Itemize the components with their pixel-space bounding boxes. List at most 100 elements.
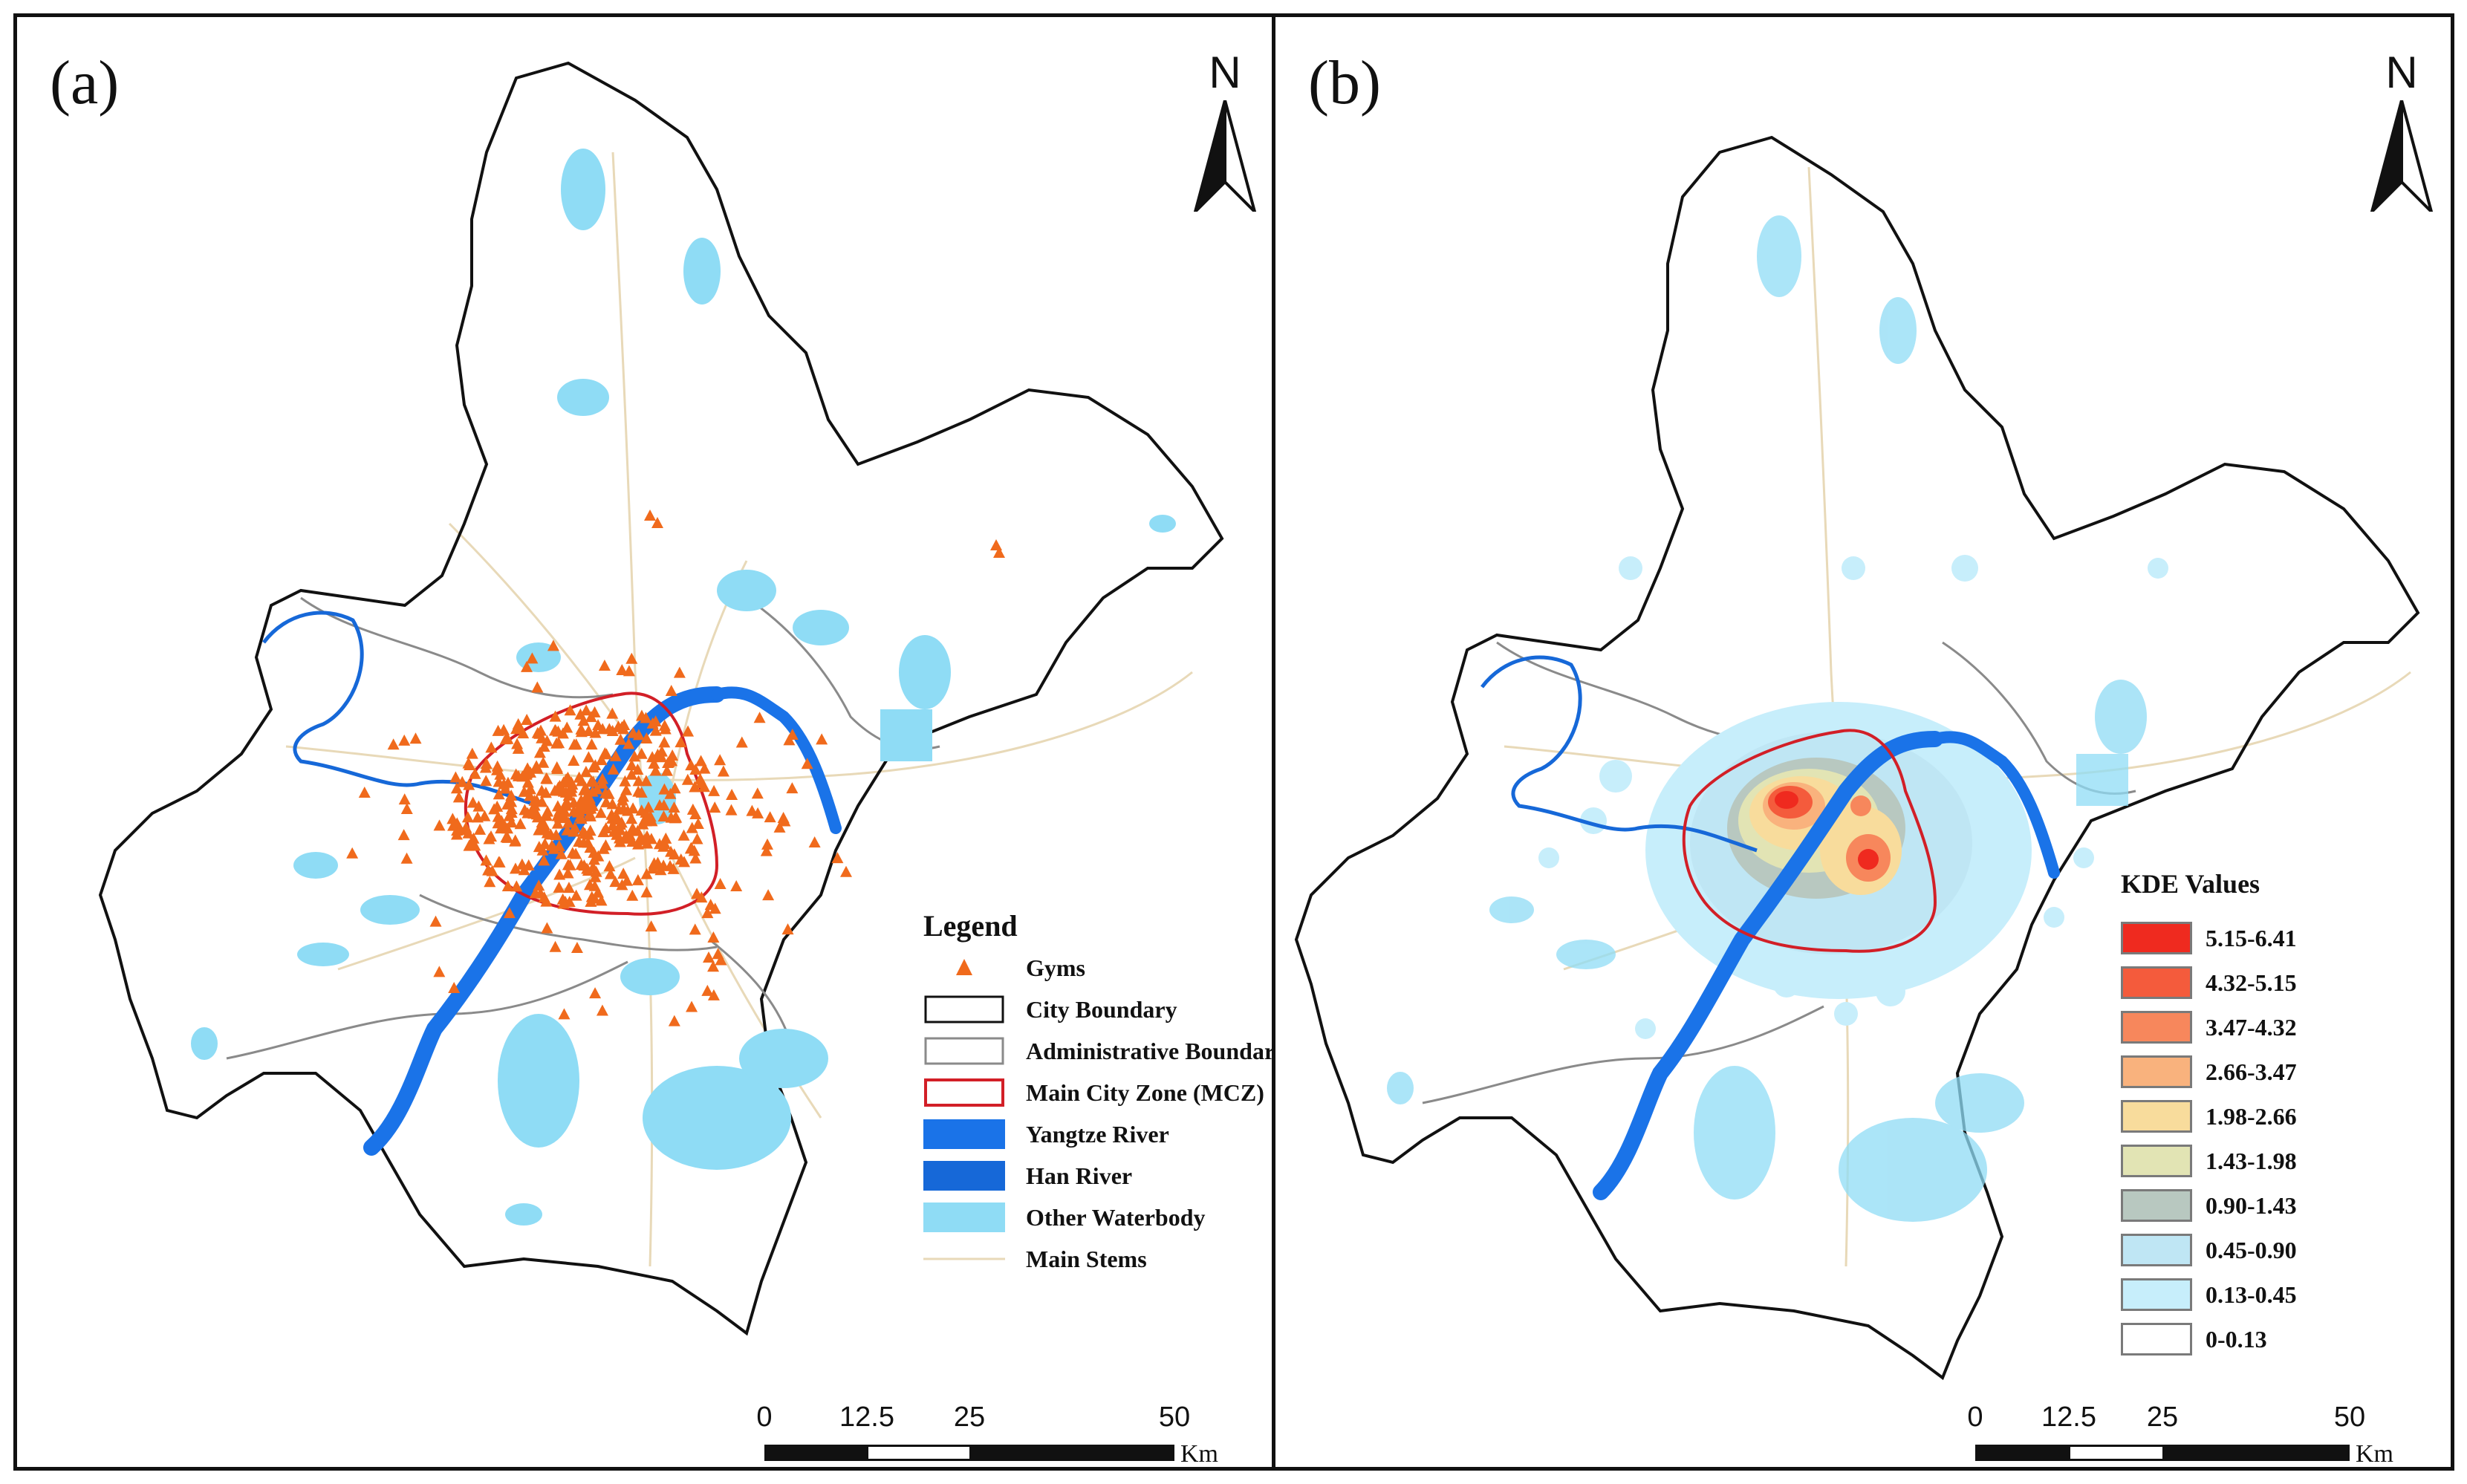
gym-marker — [588, 853, 600, 865]
gym-marker — [358, 787, 371, 798]
legend-item-mcz: Main City Zone (MCZ) — [923, 1076, 1264, 1109]
box-icon — [923, 1078, 1005, 1107]
line-icon — [923, 1244, 1005, 1274]
gym-marker — [686, 821, 698, 833]
gym-marker — [648, 757, 660, 769]
gym-marker — [600, 795, 613, 807]
gym-marker — [536, 795, 548, 807]
gym-marker — [631, 764, 644, 775]
gym-marker — [649, 724, 662, 736]
legend-label: Administrative Boundary — [1026, 1037, 1278, 1064]
kde-legend-item: 0.90-1.43 — [2121, 1185, 2297, 1226]
gym-marker — [635, 709, 648, 721]
gym-marker — [625, 652, 638, 664]
gym-marker — [714, 878, 727, 890]
gym-marker — [583, 879, 596, 891]
gym-marker — [518, 864, 530, 876]
scalebar-unit: Km — [1180, 1440, 1218, 1468]
gym-marker — [589, 759, 602, 771]
gym-marker — [675, 736, 687, 748]
gym-marker — [801, 758, 813, 769]
gym-marker — [503, 907, 516, 919]
gym-marker — [469, 839, 481, 851]
kde-legend-item: 1.43-1.98 — [2121, 1140, 2297, 1182]
gym-marker — [658, 719, 671, 731]
gym-marker — [783, 734, 796, 746]
fill-icon — [923, 1119, 1005, 1149]
legend-item-gyms: Gyms — [923, 951, 1085, 984]
gym-marker — [568, 825, 580, 837]
kde-legend-item: 3.47-4.32 — [2121, 1006, 2297, 1048]
gym-marker — [589, 726, 602, 738]
kde-swatch — [2121, 1055, 2192, 1088]
kde-swatch — [2121, 1145, 2192, 1177]
gym-marker — [646, 751, 659, 763]
gym-marker — [531, 726, 544, 738]
gym-marker — [452, 791, 465, 803]
kde-range-label: 0.90-1.43 — [2206, 1191, 2297, 1219]
scalebar-a: 0 12.5 25 50 Km — [747, 1402, 1222, 1468]
kde-legend-item: 0.45-0.90 — [2121, 1229, 2297, 1271]
gym-marker — [735, 736, 748, 748]
gym-marker — [505, 803, 518, 815]
kde-range-label: 2.66-3.47 — [2206, 1058, 2297, 1085]
gym-marker — [695, 891, 708, 903]
scalebar-tick: 0 — [1967, 1402, 1983, 1433]
gym-marker — [678, 856, 691, 868]
kde-range-label: 3.47-4.32 — [2206, 1013, 2297, 1041]
gym-marker — [584, 824, 597, 836]
gym-marker — [553, 840, 565, 852]
gym-marker — [623, 738, 635, 749]
other-waterbody — [191, 149, 1176, 1226]
legend-label: Yangtze River — [1026, 1120, 1169, 1148]
kde-range-label: 0.13-0.45 — [2206, 1280, 2297, 1308]
gym-marker — [586, 785, 599, 797]
gym-marker — [446, 813, 459, 824]
box-icon — [923, 1036, 1005, 1066]
gym-marker — [626, 824, 639, 836]
gym-marker — [692, 817, 704, 829]
gym-marker — [493, 856, 506, 868]
gym-marker — [562, 816, 575, 828]
gym-marker — [658, 783, 671, 795]
city-boundary — [98, 61, 1224, 1336]
gym-marker — [400, 852, 413, 864]
han-river — [1480, 655, 1758, 853]
gym-marker — [485, 741, 498, 753]
gym-marker — [511, 738, 524, 749]
gym-marker — [619, 775, 631, 787]
gym-marker — [659, 837, 672, 849]
gym-marker — [552, 781, 565, 793]
gym-marker — [530, 808, 543, 820]
legend-label: Han River — [1026, 1162, 1133, 1189]
gym-marker — [517, 727, 530, 739]
gym-marker — [588, 892, 601, 904]
gym-marker — [562, 867, 574, 879]
gym-marker — [387, 738, 400, 750]
kde-legend-item: 0.13-0.45 — [2121, 1274, 2297, 1315]
map-panel-b: (b) N KDE Values 5.15-6.41 4.32-5.15 3.47-… — [1272, 13, 2454, 1471]
gym-marker — [751, 787, 764, 799]
gym-marker — [493, 788, 505, 800]
gym-marker — [551, 817, 564, 829]
gym-marker — [709, 801, 721, 813]
gym-marker — [574, 708, 587, 720]
gym-marker — [668, 801, 680, 813]
gym-marker — [537, 756, 550, 768]
gym-marker — [603, 860, 616, 872]
gym-marker — [398, 734, 411, 746]
gym-marker — [572, 804, 585, 816]
scalebar-tick: 0 — [756, 1402, 773, 1433]
gym-marker — [582, 836, 594, 848]
gym-marker — [640, 806, 652, 818]
gym-marker — [715, 954, 727, 966]
gym-marker — [577, 715, 590, 726]
gym-marker — [539, 787, 552, 798]
kde-range-label: 1.43-1.98 — [2206, 1147, 2297, 1174]
gym-marker — [698, 762, 711, 774]
legend-item-admin-boundary: Administrative Boundary — [923, 1035, 1278, 1067]
gym-marker — [602, 787, 615, 799]
gym-marker — [346, 847, 359, 859]
gym-marker — [616, 720, 628, 732]
gym-marker — [605, 808, 618, 820]
